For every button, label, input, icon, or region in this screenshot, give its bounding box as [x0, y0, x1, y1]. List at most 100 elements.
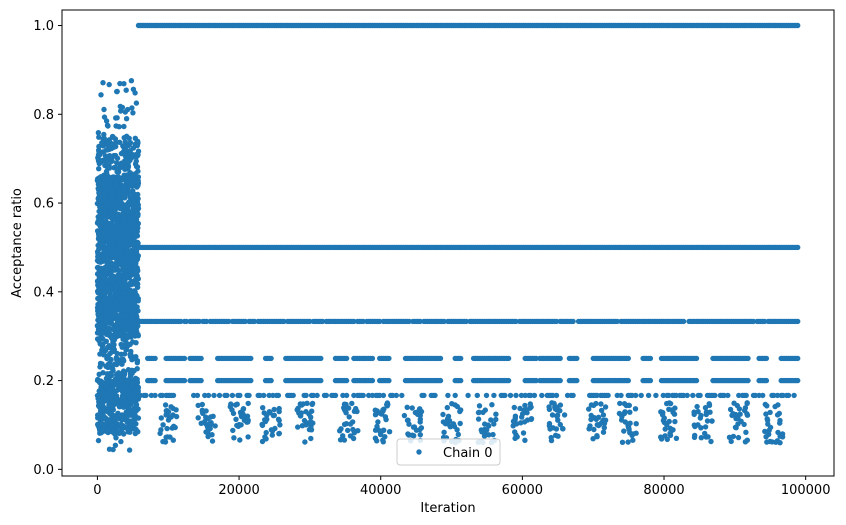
- data-point: [97, 302, 104, 309]
- data-point: [240, 411, 246, 417]
- data-point: [109, 251, 115, 258]
- data-point: [110, 326, 117, 332]
- data-point: [290, 392, 296, 399]
- data-point: [441, 429, 447, 435]
- data-point: [105, 123, 111, 129]
- x-tick-label: 40000: [360, 483, 401, 498]
- data-point: [116, 430, 122, 437]
- data-point: [614, 318, 620, 325]
- data-point: [152, 392, 158, 399]
- data-point: [727, 406, 734, 413]
- data-point: [203, 318, 210, 325]
- legend-marker: [416, 449, 422, 455]
- data-point: [102, 264, 109, 270]
- data-point: [513, 392, 519, 399]
- data-point: [763, 355, 770, 362]
- data-point: [132, 430, 138, 437]
- data-point: [212, 423, 218, 429]
- data-point: [103, 118, 110, 124]
- data-point: [178, 318, 184, 325]
- data-point: [130, 409, 136, 416]
- data-point: [112, 217, 118, 223]
- data-point: [546, 420, 553, 427]
- data-point: [100, 80, 106, 86]
- data-point: [795, 377, 801, 384]
- data-point: [332, 392, 339, 399]
- data-point: [533, 355, 539, 362]
- data-point: [482, 421, 488, 427]
- data-point: [126, 447, 133, 453]
- data-point: [107, 193, 113, 199]
- data-point: [104, 252, 110, 258]
- data-point: [340, 392, 346, 399]
- data-point: [393, 392, 399, 399]
- data-point: [95, 295, 101, 302]
- data-point: [621, 428, 627, 434]
- data-point: [664, 422, 670, 428]
- data-point: [95, 437, 102, 444]
- data-point: [208, 420, 214, 426]
- data-point: [522, 437, 528, 443]
- data-point: [117, 103, 124, 110]
- data-point: [199, 409, 206, 415]
- data-point: [520, 430, 527, 436]
- data-point: [307, 318, 313, 325]
- data-point: [130, 110, 136, 116]
- data-point: [745, 377, 751, 384]
- data-point: [163, 408, 169, 414]
- data-point: [658, 436, 665, 442]
- data-point: [242, 318, 248, 325]
- data-point: [350, 435, 357, 442]
- data-point: [165, 417, 172, 423]
- data-point: [588, 416, 594, 423]
- data-point: [111, 267, 117, 273]
- data-point: [96, 175, 102, 181]
- data-point: [170, 392, 177, 399]
- data-point: [248, 355, 254, 362]
- data-point: [119, 283, 125, 289]
- data-point: [164, 425, 170, 432]
- data-point: [351, 318, 357, 325]
- data-point: [98, 315, 104, 321]
- data-point: [297, 413, 304, 419]
- data-point: [106, 227, 113, 233]
- data-point: [113, 115, 119, 121]
- data-point: [728, 438, 734, 445]
- data-point: [764, 403, 770, 409]
- data-point: [121, 81, 127, 87]
- data-point: [343, 377, 350, 384]
- data-point: [246, 392, 252, 399]
- data-point: [664, 400, 670, 407]
- data-point: [791, 392, 797, 399]
- data-point: [110, 392, 116, 398]
- data-point: [103, 295, 109, 301]
- data-point: [476, 403, 483, 409]
- data-point: [96, 134, 102, 140]
- data-point: [119, 344, 125, 350]
- data-point: [102, 153, 109, 159]
- data-point: [125, 248, 132, 254]
- data-point: [101, 193, 107, 200]
- data-point: [245, 434, 251, 440]
- data-point: [417, 318, 423, 325]
- data-point: [658, 409, 664, 415]
- data-point: [124, 378, 130, 384]
- data-point: [318, 355, 324, 362]
- data-point: [345, 427, 351, 434]
- data-point: [774, 412, 781, 418]
- data-point: [121, 217, 127, 223]
- data-point: [777, 433, 783, 439]
- data-point: [550, 392, 556, 399]
- data-point: [268, 377, 274, 384]
- data-point: [125, 210, 131, 216]
- data-point: [295, 405, 301, 411]
- data-point: [134, 358, 141, 364]
- data-point: [114, 160, 120, 166]
- data-point: [124, 287, 130, 293]
- data-point: [698, 435, 704, 441]
- data-point: [96, 143, 102, 150]
- data-point: [625, 377, 631, 384]
- data-point: [777, 440, 783, 446]
- data-point: [602, 404, 609, 410]
- data-point: [745, 355, 751, 362]
